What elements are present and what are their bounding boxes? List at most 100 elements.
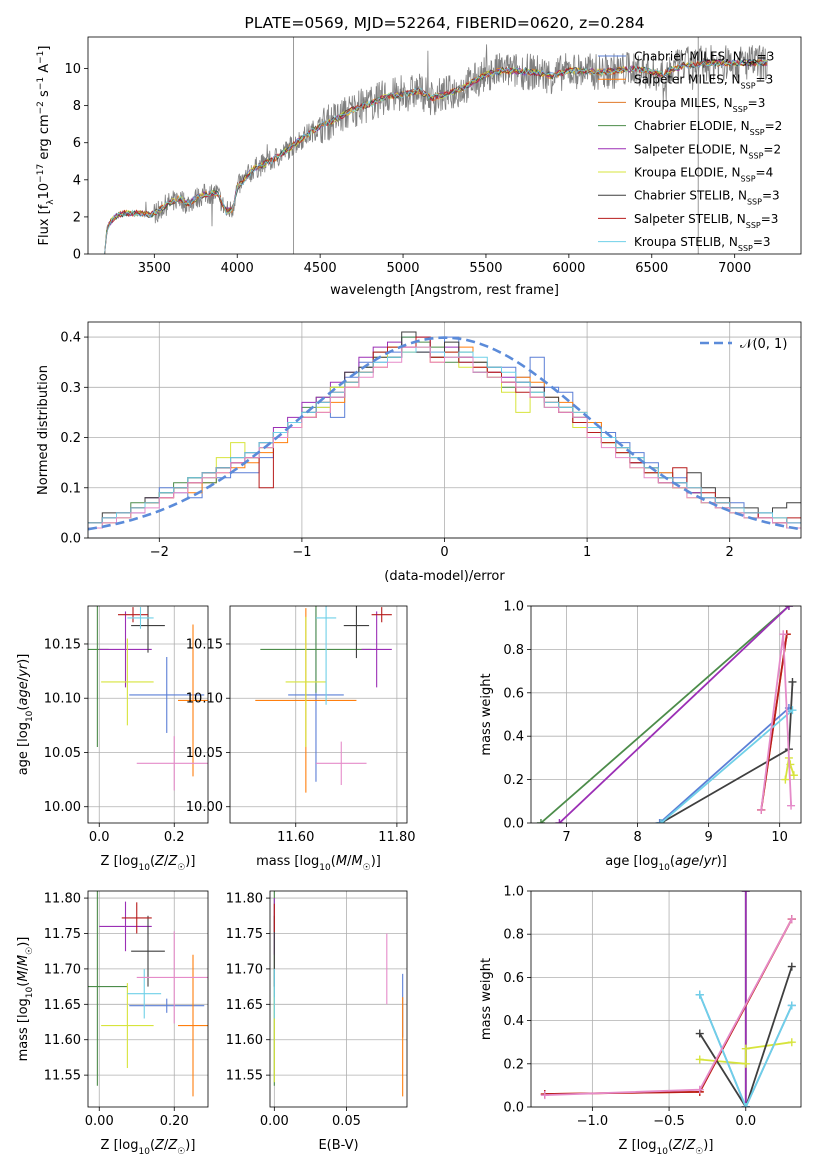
errorbars <box>273 891 404 1097</box>
label-part: Z <box>167 854 178 869</box>
x-tick-label: 4500 <box>304 261 337 276</box>
weight-line <box>558 606 790 823</box>
y-tick-label: 0.0 <box>503 817 524 832</box>
y-tick-label: 10.15 <box>186 637 223 652</box>
x-tick-label: 0.20 <box>160 1114 189 1129</box>
label-part: 10 <box>656 1147 668 1157</box>
legend-entry: Chabrier STELIB, NSSP=3 <box>634 189 780 207</box>
x-tick-label: 3500 <box>138 261 171 276</box>
legend-sub: SSP <box>742 58 757 67</box>
label-part: age <box>16 681 31 705</box>
x-tick-label: −1 <box>292 545 311 560</box>
label-part: −1 <box>36 77 46 90</box>
weight-marker <box>784 606 793 610</box>
label-part: ( <box>16 706 31 711</box>
weight-marker <box>655 819 664 823</box>
y-tick-label: 0.0 <box>503 1101 524 1116</box>
weight-marker <box>695 1085 704 1094</box>
label-part: ☉ <box>177 1147 185 1157</box>
label-part: yr <box>16 662 31 678</box>
weight-line <box>698 994 793 1107</box>
y-tick-label: 1.0 <box>503 885 524 900</box>
y-tick-label: 0.6 <box>503 686 524 701</box>
legend-entry: Salpeter STELIB, NSSP=3 <box>634 212 778 230</box>
chart-title: PLATE=0569, MJD=52264, FIBERID=0620, z=0… <box>244 14 644 32</box>
x-tick-label: 0.2 <box>164 830 185 845</box>
y-tick-label: 11.70 <box>44 962 81 977</box>
label-part: yr <box>703 854 719 869</box>
x-tick-label: 0.0 <box>89 830 110 845</box>
x-tick-label: 6000 <box>552 261 585 276</box>
legend-entry: Kroupa ELODIE, NSSP=4 <box>634 166 773 184</box>
x-tick-label: 10 <box>771 830 788 845</box>
label-part: ( <box>668 1138 673 1153</box>
legend-name: Chabrier ELODIE, N <box>634 119 750 133</box>
y-tick-label: 0.0 <box>60 532 81 547</box>
y-axis-label: mass weight <box>479 958 494 1040</box>
x-tick-label: 6500 <box>635 261 668 276</box>
label-part: erg cm <box>37 114 52 163</box>
label-part: / <box>164 854 169 869</box>
weight-marker <box>657 819 666 823</box>
x-axis-label: E(B-V) <box>318 1138 358 1153</box>
legend-name: Salpeter STELIB, N <box>634 212 746 226</box>
x-tick-label: −1.0 <box>577 1114 609 1129</box>
legend-value: =3 <box>756 73 774 87</box>
label-part: 10 <box>25 986 35 998</box>
label-part: 10 <box>37 183 52 200</box>
legend-sub: SSP <box>750 128 765 137</box>
y-tick-label: 11.60 <box>44 1033 81 1048</box>
spectrum-panel: 3500 4000 4500 5000 5500 6000 6500 7000 0 2 4 6 8 10 P… <box>36 14 802 298</box>
y-tick-label: 8 <box>73 99 81 114</box>
label-part: ( <box>16 982 31 987</box>
axes-frame <box>87 321 802 539</box>
label-part: )] <box>16 654 31 664</box>
x-tick-label: 9 <box>704 830 712 845</box>
weight-lines <box>540 891 796 1107</box>
label-part: / <box>16 965 31 970</box>
label-part: ] <box>37 46 52 51</box>
label-part: ☉ <box>695 1147 703 1157</box>
legend-entry: Salpeter ELODIE, NSSP=2 <box>634 142 781 160</box>
y-tick-label: 0.2 <box>503 1057 524 1072</box>
label-part: −2 <box>36 101 46 114</box>
y-axis-label: mass weight <box>479 673 494 755</box>
label-part: age <box>675 854 699 869</box>
y-tick-label: 11.75 <box>44 927 81 942</box>
errorbar-panel: 0.00 0.05 11.55 11.60 11.65 11.70 11.75 11.80 E(… <box>226 890 408 1153</box>
weight-marker <box>695 990 704 999</box>
y-tick-label: 6 <box>73 136 81 151</box>
label-part: / <box>682 1138 687 1153</box>
weight-marker <box>787 1001 796 1010</box>
weight-marker <box>757 805 766 814</box>
x-tick-label: −0.5 <box>653 1114 685 1129</box>
legend-name: Chabrier STELIB, N <box>634 189 747 203</box>
label-part: Z <box>685 1138 696 1153</box>
weight-marker <box>788 677 797 686</box>
y-axis-label: mass [log10(M/M☉)] <box>16 937 35 1062</box>
x-axis-label: Z [log10(Z/Z☉)] <box>101 854 196 873</box>
legend-value: =4 <box>756 166 774 180</box>
axes-frame <box>269 890 408 1108</box>
y-tick-label: 1.0 <box>503 600 524 615</box>
legend-name: Chabrier MILES, N <box>634 50 742 64</box>
legend-entry: 𝒩(0, 1) <box>740 337 787 352</box>
label-part: mass [log <box>256 854 319 869</box>
y-axis-label: Normed distribution <box>36 365 51 495</box>
legend-sub: SSP <box>748 151 763 160</box>
label-part: Z <box>167 1138 178 1153</box>
y-tick-label: 11.75 <box>226 927 263 942</box>
normal-curve <box>88 336 801 531</box>
label-part: )] <box>717 854 727 869</box>
x-tick-label: 7 <box>562 830 570 845</box>
y-tick-label: 4 <box>73 173 81 188</box>
weight-marker <box>741 1059 750 1068</box>
legend-name: Salpeter ELODIE, N <box>634 142 748 156</box>
axes-frame <box>530 890 802 1108</box>
x-tick-label: 0.00 <box>85 1114 114 1129</box>
label-part: Z <box>672 1138 683 1153</box>
